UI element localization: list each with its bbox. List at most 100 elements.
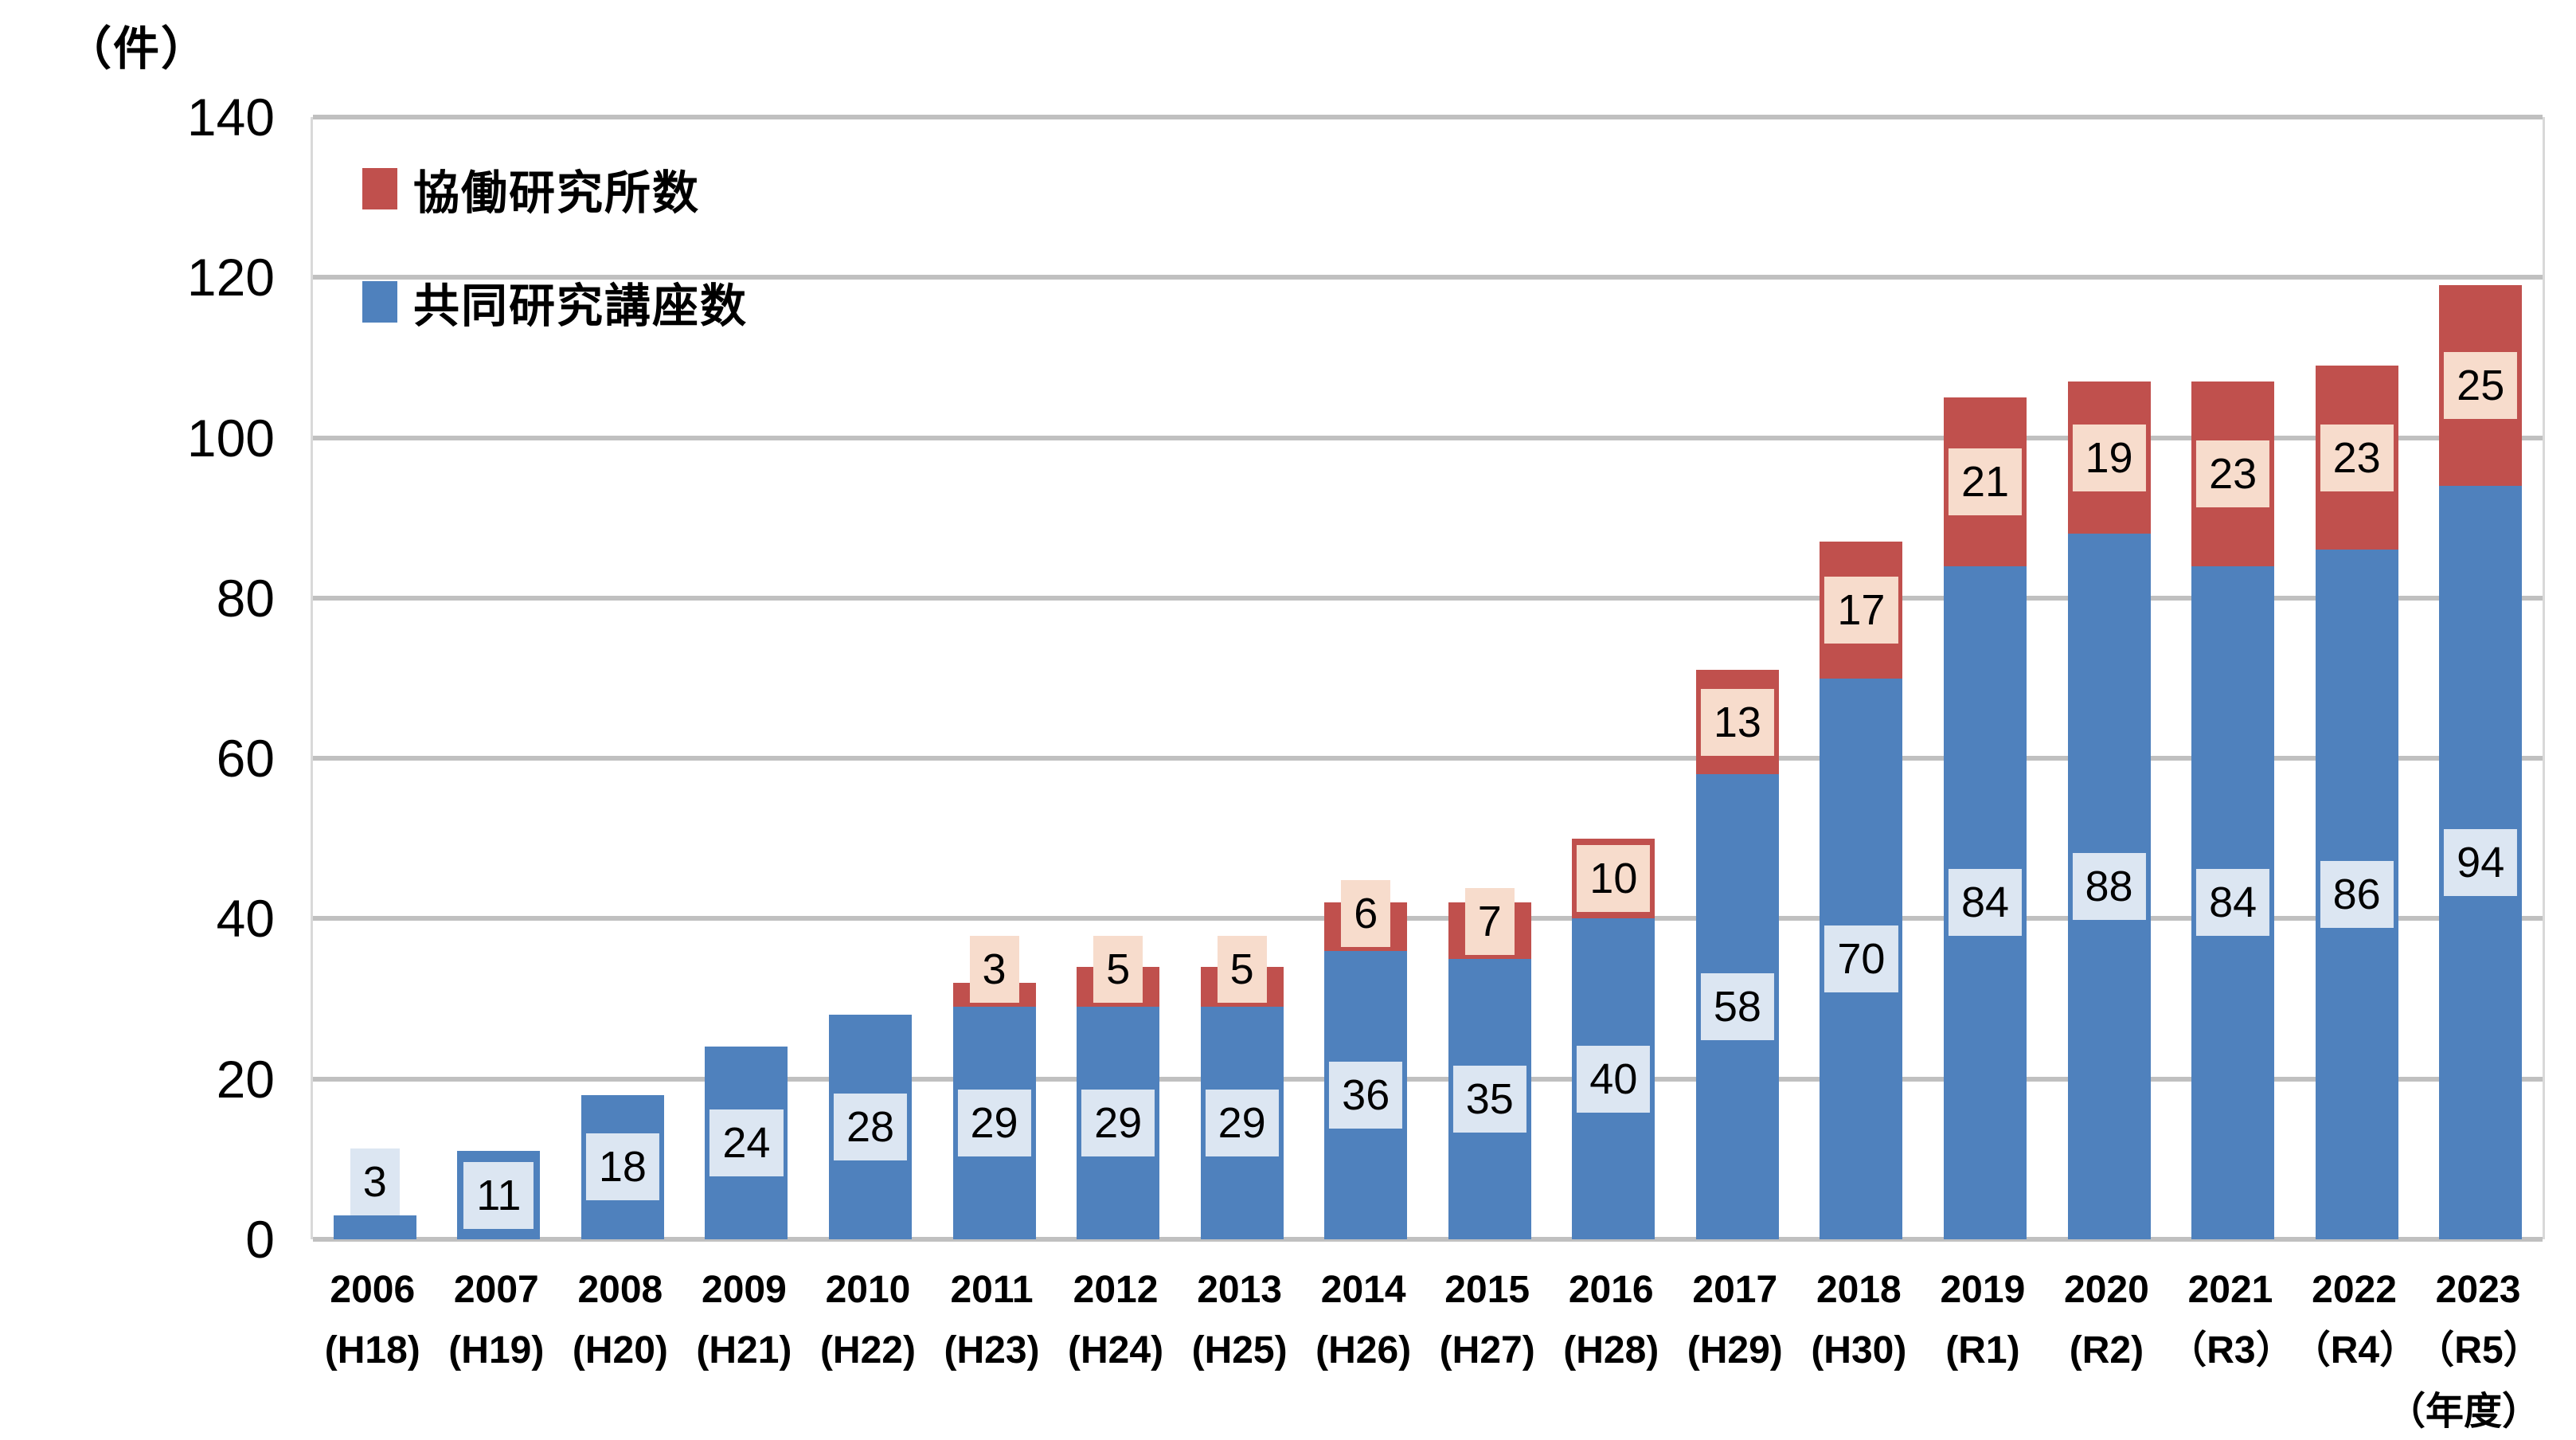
x-tick-label: 2012 (H24) bbox=[1053, 1260, 1178, 1381]
x-tick-year: 2014 bbox=[1320, 1269, 1406, 1311]
x-tick-label: 2014 (H26) bbox=[1301, 1260, 1425, 1381]
x-tick-year: 2018 bbox=[1816, 1269, 1902, 1311]
data-label-blue: 86 bbox=[2320, 861, 2394, 929]
x-tick-year: 2020 bbox=[2064, 1269, 2149, 1311]
x-tick-era: (H19) bbox=[448, 1329, 545, 1372]
data-label-blue: 29 bbox=[957, 1090, 1031, 1157]
x-tick-label: 2007 (H19) bbox=[435, 1260, 559, 1381]
data-label-blue: 29 bbox=[1081, 1090, 1155, 1157]
legend-label: 共同研究講座数 bbox=[413, 280, 749, 332]
gridline bbox=[313, 1076, 2543, 1082]
y-tick-label: 0 bbox=[245, 1210, 275, 1269]
x-tick-year: 2023 bbox=[2435, 1269, 2521, 1311]
x-tick-label: 2020 (R2) bbox=[2045, 1260, 2169, 1381]
x-tick-era: （R4） bbox=[2292, 1329, 2418, 1372]
gridline bbox=[313, 916, 2543, 922]
x-tick-label: 2010 (H22) bbox=[806, 1260, 930, 1381]
y-axis-unit-label: （件） bbox=[65, 23, 209, 75]
x-tick-year: 2021 bbox=[2187, 1269, 2273, 1311]
legend-swatch-red-icon bbox=[362, 168, 397, 209]
data-label-blue: 35 bbox=[1452, 1065, 1526, 1133]
y-tick-label: 100 bbox=[186, 408, 275, 468]
x-tick-year: 2017 bbox=[1692, 1269, 1778, 1311]
data-label-red: 19 bbox=[2072, 424, 2146, 491]
legend-label: 協働研究所数 bbox=[413, 167, 701, 219]
data-label-blue: 58 bbox=[1700, 973, 1774, 1041]
data-label-red: 5 bbox=[1217, 936, 1267, 1004]
x-tick-label: 2011 (H23) bbox=[930, 1260, 1054, 1381]
gridline bbox=[313, 275, 2543, 280]
data-label-blue: 94 bbox=[2444, 828, 2518, 896]
x-tick-label: 2018 (H30) bbox=[1797, 1260, 1921, 1381]
x-tick-year: 2007 bbox=[453, 1269, 539, 1311]
x-tick-label: 2021 （R3） bbox=[2168, 1260, 2293, 1381]
x-tick-era: (H26) bbox=[1315, 1329, 1412, 1372]
x-tick-era: (H30) bbox=[1811, 1329, 1907, 1372]
x-tick-era: (H23) bbox=[944, 1329, 1040, 1372]
legend-item-kyodo-kenkyu-koza: 共同研究講座数 bbox=[362, 268, 748, 335]
x-tick-era: （R5） bbox=[2416, 1329, 2542, 1372]
data-label-red: 21 bbox=[1948, 448, 2023, 515]
x-tick-year: 2006 bbox=[330, 1269, 416, 1311]
x-tick-label: 2022 （R4） bbox=[2292, 1260, 2418, 1381]
x-tick-era: (H20) bbox=[572, 1329, 668, 1372]
data-label-red: 23 bbox=[2196, 440, 2270, 507]
data-label-blue: 36 bbox=[1329, 1061, 1403, 1129]
data-label-red: 5 bbox=[1093, 936, 1143, 1004]
x-tick-year: 2011 bbox=[950, 1269, 1034, 1311]
x-tick-era: (H18) bbox=[324, 1329, 420, 1372]
data-label-red: 13 bbox=[1700, 688, 1774, 756]
x-tick-era: (R1) bbox=[1945, 1329, 2020, 1372]
x-tick-era: (H25) bbox=[1191, 1329, 1288, 1372]
data-label-red: 23 bbox=[2320, 424, 2394, 491]
x-tick-era: (R2) bbox=[2069, 1329, 2144, 1372]
y-tick-label: 80 bbox=[216, 568, 275, 628]
data-label-blue: 84 bbox=[2196, 869, 2270, 937]
x-tick-year: 2010 bbox=[825, 1269, 911, 1311]
gridline bbox=[313, 115, 2543, 119]
x-tick-label: 2008 (H20) bbox=[558, 1260, 682, 1381]
x-tick-era: (H28) bbox=[1563, 1329, 1659, 1372]
y-tick-label: 60 bbox=[216, 729, 275, 788]
data-label-blue: 40 bbox=[1577, 1045, 1651, 1113]
gridline bbox=[313, 1237, 2543, 1242]
x-tick-year: 2008 bbox=[577, 1269, 663, 1311]
data-label-red: 25 bbox=[2444, 352, 2518, 420]
x-tick-label: 2017 (H29) bbox=[1673, 1260, 1797, 1381]
data-label-blue: 3 bbox=[350, 1148, 400, 1215]
x-tick-era: (H24) bbox=[1068, 1329, 1164, 1372]
y-tick-label: 20 bbox=[216, 1049, 275, 1109]
data-label-blue: 18 bbox=[585, 1133, 659, 1201]
data-label-blue: 70 bbox=[1824, 925, 1898, 992]
x-axis-unit-label: （年度） bbox=[2386, 1391, 2540, 1433]
plot-area: 協働研究所数 共同研究講座数 3 11 18 24 28 29 3 29 5 29 5 36 6 35 7 4… bbox=[311, 115, 2545, 1242]
bar-segment-kyodo-kenkyu-koza bbox=[333, 1215, 416, 1239]
data-label-red: 3 bbox=[969, 936, 1019, 1004]
x-tick-era: （R3） bbox=[2168, 1329, 2294, 1372]
x-tick-label: 2023 （R5） bbox=[2416, 1260, 2542, 1381]
data-label-blue: 11 bbox=[463, 1161, 534, 1229]
y-tick-label: 120 bbox=[186, 248, 275, 307]
data-label-red: 17 bbox=[1824, 576, 1898, 644]
y-tick-label: 140 bbox=[186, 88, 275, 147]
legend: 協働研究所数 共同研究講座数 bbox=[362, 155, 748, 382]
gridline bbox=[313, 595, 2543, 601]
x-tick-label: 2006 (H18) bbox=[311, 1260, 435, 1381]
y-tick-label: 40 bbox=[216, 889, 275, 949]
data-label-red: 6 bbox=[1341, 879, 1391, 947]
data-label-red: 7 bbox=[1464, 887, 1515, 955]
data-label-blue: 29 bbox=[1205, 1090, 1279, 1157]
x-tick-year: 2016 bbox=[1568, 1269, 1654, 1311]
data-label-blue: 84 bbox=[1948, 869, 2023, 937]
x-tick-year: 2022 bbox=[2312, 1269, 2397, 1311]
x-tick-label: 2013 (H25) bbox=[1178, 1260, 1302, 1381]
legend-item-kyodo-kenkyusho: 協働研究所数 bbox=[362, 155, 748, 222]
x-tick-label: 2009 (H21) bbox=[682, 1260, 807, 1381]
x-tick-label: 2016 (H28) bbox=[1549, 1260, 1673, 1381]
x-tick-year: 2009 bbox=[702, 1269, 787, 1311]
data-label-blue: 28 bbox=[833, 1094, 908, 1161]
x-tick-year: 2012 bbox=[1073, 1269, 1159, 1311]
x-tick-era: (H29) bbox=[1687, 1329, 1783, 1372]
x-tick-year: 2013 bbox=[1197, 1269, 1282, 1311]
